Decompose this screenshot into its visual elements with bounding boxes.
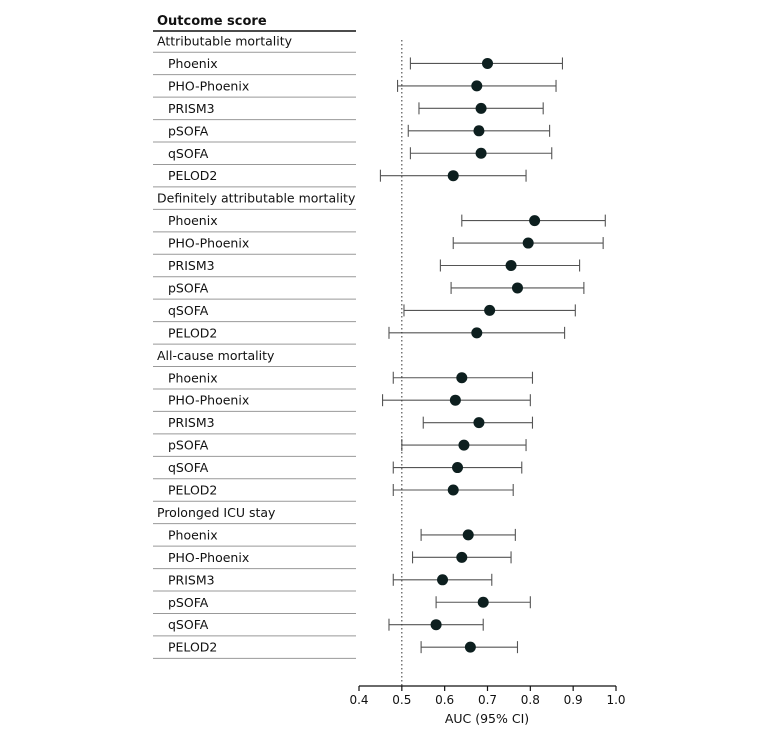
x-tick-label: 0.5	[392, 693, 411, 707]
auc-point	[475, 102, 487, 114]
row-label: qSOFA	[168, 303, 209, 318]
auc-point	[471, 80, 483, 92]
row-label: PELOD2	[168, 325, 217, 340]
auc-point	[529, 215, 541, 227]
auc-point	[447, 484, 459, 496]
auc-point	[522, 237, 534, 249]
group-label: Prolonged ICU stay	[157, 505, 276, 520]
auc-point	[482, 57, 493, 69]
row-label: PELOD2	[168, 168, 217, 183]
row-label: PELOD2	[168, 483, 217, 498]
x-axis: 0.4 0.5 0.6 0.7 0.8 0.9 1.0	[349, 40, 626, 707]
row-label: qSOFA	[168, 617, 209, 632]
row-label: pSOFA	[168, 595, 209, 610]
row-label: PRISM3	[168, 101, 215, 116]
row-label: PRISM3	[168, 258, 215, 273]
auc-point	[475, 147, 487, 159]
row-label: qSOFA	[168, 460, 209, 475]
x-tick-label: 1.0	[606, 693, 625, 707]
auc-point	[456, 372, 468, 384]
row-label: Phoenix	[168, 56, 218, 71]
auc-point	[452, 462, 464, 474]
auc-point	[511, 282, 523, 294]
auc-point	[477, 596, 489, 608]
row-label: Phoenix	[168, 213, 218, 228]
x-tick-label: 0.7	[478, 693, 497, 707]
row-label: qSOFA	[168, 146, 209, 161]
x-axis-title: AUC (95% CI)	[445, 711, 529, 726]
group-label: All-cause mortality	[157, 348, 275, 363]
row-label: PHO-Phoenix	[168, 393, 249, 408]
auc-point	[473, 417, 485, 429]
row-label: Phoenix	[168, 370, 218, 385]
auc-point	[430, 619, 442, 631]
auc-point	[471, 327, 483, 339]
auc-point	[505, 260, 517, 271]
row-label: pSOFA	[168, 123, 209, 138]
x-tick-label: 0.9	[564, 693, 583, 707]
auc-point	[449, 394, 461, 406]
group-label: Attributable mortality	[157, 34, 293, 49]
x-tick-label: 0.8	[521, 693, 540, 707]
column-header: Outcome score	[157, 14, 267, 29]
x-tick-label: 0.4	[349, 693, 368, 707]
row-label: Phoenix	[168, 527, 218, 542]
row-label: pSOFA	[168, 438, 209, 453]
auc-point	[462, 529, 474, 541]
row-label: PHO-Phoenix	[168, 236, 249, 251]
x-tick-label: 0.6	[435, 693, 454, 707]
auc-point	[458, 439, 470, 451]
row-label: pSOFA	[168, 280, 209, 295]
row-label: PRISM3	[168, 572, 215, 587]
group-label: Definitely attributable mortality	[157, 191, 356, 206]
auc-point	[456, 551, 468, 563]
row-label: PELOD2	[168, 640, 217, 655]
auc-point	[464, 641, 476, 653]
auc-point	[484, 304, 496, 316]
auc-point	[473, 125, 485, 137]
plot-rows: Attributable mortality Phoenix PHO-Phoenix…	[153, 34, 606, 659]
row-label: PHO-Phoenix	[168, 78, 249, 93]
auc-point	[447, 170, 459, 182]
row-label: PHO-Phoenix	[168, 550, 249, 565]
auc-point	[437, 574, 449, 586]
row-label: PRISM3	[168, 415, 215, 430]
